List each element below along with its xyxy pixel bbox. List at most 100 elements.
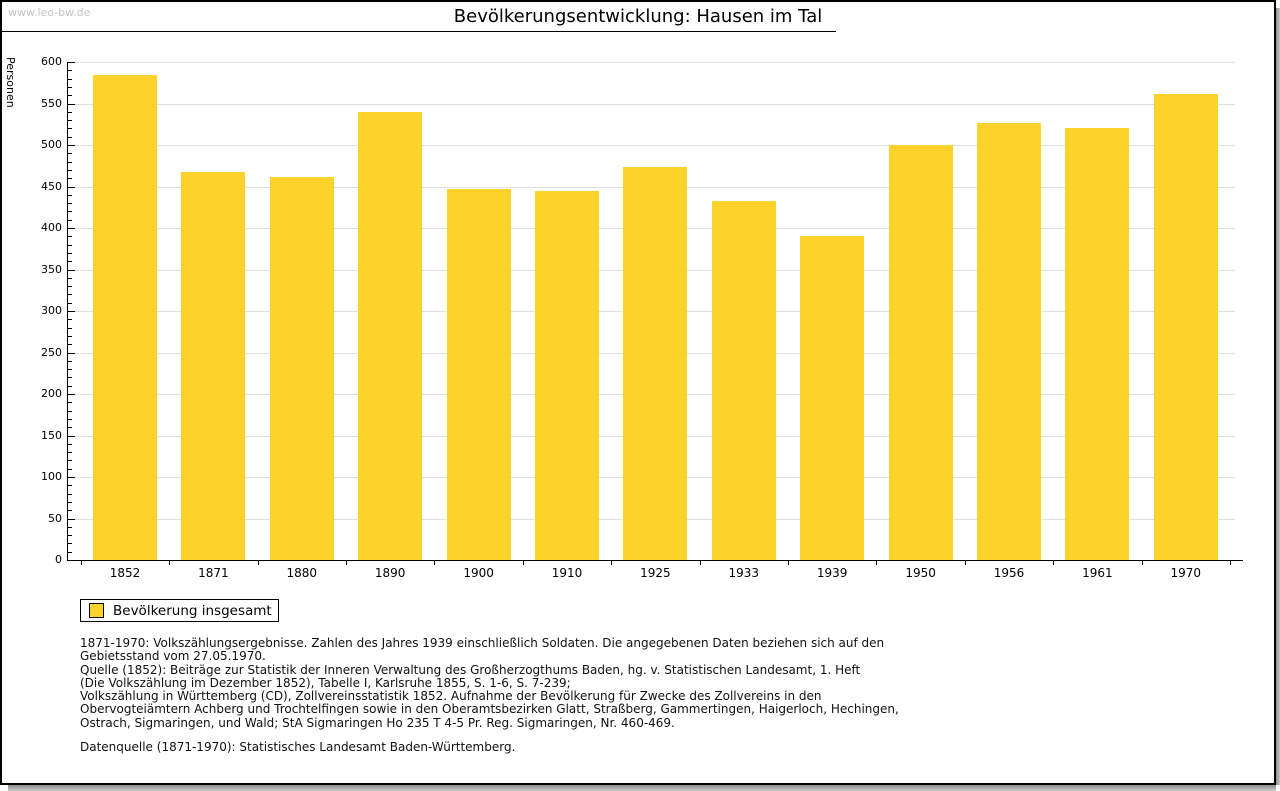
y-tick bbox=[68, 169, 72, 171]
y-tick bbox=[68, 277, 72, 279]
y-tick bbox=[68, 518, 75, 520]
legend-swatch bbox=[89, 603, 104, 618]
y-tick bbox=[68, 435, 75, 437]
y-tick bbox=[68, 103, 75, 105]
y-tick bbox=[68, 145, 75, 146]
y-tick bbox=[68, 203, 72, 205]
bar bbox=[269, 176, 334, 560]
watermark-url: www.leo-bw.de bbox=[8, 6, 91, 19]
footnote-line: Gebietsstand vom 27.05.1970. bbox=[80, 649, 266, 664]
y-tick bbox=[68, 418, 72, 420]
bar bbox=[888, 145, 953, 560]
x-tick-label: 1890 bbox=[374, 566, 406, 580]
legend-label: Bevölkerung insgesamt bbox=[113, 602, 272, 619]
y-tick bbox=[68, 344, 72, 346]
y-tick bbox=[68, 219, 72, 221]
y-tick bbox=[68, 261, 72, 263]
y-tick bbox=[68, 70, 72, 72]
footnote-line: Ostrach, Sigmaringen, und Wald; StA Sigm… bbox=[80, 715, 675, 730]
y-tick bbox=[68, 385, 72, 387]
y-tick bbox=[68, 510, 72, 512]
y-tick bbox=[68, 360, 72, 362]
y-tick-label: 50 bbox=[48, 511, 62, 525]
y-tick bbox=[68, 161, 72, 163]
y-tick bbox=[68, 477, 75, 478]
y-tick bbox=[68, 410, 72, 412]
y-tick bbox=[68, 211, 72, 213]
y-tick-label: 200 bbox=[41, 387, 62, 400]
y-tick-label: 300 bbox=[41, 304, 62, 317]
y-axis-label: Personen bbox=[4, 57, 17, 108]
x-tick bbox=[80, 560, 82, 565]
y-tick bbox=[68, 311, 75, 312]
x-tick bbox=[1230, 560, 1231, 565]
x-tick-label: 1970 bbox=[1170, 566, 1202, 580]
footnotes: 1871-1970: Volkszählungsergebnisse. Zahl… bbox=[80, 636, 899, 730]
y-tick bbox=[68, 443, 72, 445]
y-tick bbox=[68, 468, 72, 470]
page-title: Bevölkerungsentwicklung: Hausen im Tal bbox=[453, 6, 823, 27]
x-tick bbox=[346, 560, 347, 565]
window-shadow-right bbox=[1276, 8, 1280, 785]
y-tick bbox=[68, 153, 72, 155]
x-tick bbox=[788, 560, 789, 565]
bar bbox=[977, 123, 1041, 560]
y-tick bbox=[68, 551, 72, 553]
x-tick-label: 1900 bbox=[463, 566, 494, 580]
y-tick bbox=[68, 452, 72, 454]
gridline bbox=[68, 103, 1235, 105]
footnote-line: Obervogteiämtern Achberg und Trochtelfin… bbox=[80, 702, 899, 717]
y-tick bbox=[68, 111, 72, 113]
footnote-line: 1871-1970: Volkszählungsergebnisse. Zahl… bbox=[80, 636, 885, 650]
y-tick-label: 150 bbox=[41, 428, 62, 442]
y-tick bbox=[68, 460, 72, 462]
bar bbox=[1065, 127, 1130, 560]
y-tick bbox=[68, 501, 72, 503]
y-tick bbox=[68, 95, 72, 97]
y-tick bbox=[68, 120, 72, 122]
y-tick-label: 0 bbox=[55, 553, 62, 566]
legend: Bevölkerung insgesamt bbox=[80, 599, 279, 622]
bar bbox=[446, 188, 511, 560]
bar bbox=[358, 111, 423, 560]
y-tick-label: 550 bbox=[41, 96, 62, 110]
y-tick-label: 400 bbox=[41, 221, 62, 234]
bar bbox=[535, 191, 599, 560]
x-axis-line bbox=[67, 560, 1243, 561]
x-tick bbox=[876, 560, 878, 565]
x-tick bbox=[257, 560, 259, 565]
y-axis-line bbox=[67, 62, 68, 561]
window-shadow-bottom bbox=[8, 785, 1276, 791]
x-tick bbox=[522, 560, 524, 565]
y-tick bbox=[68, 194, 72, 196]
y-tick bbox=[68, 402, 72, 404]
y-tick bbox=[68, 244, 72, 246]
gridline bbox=[68, 62, 1235, 63]
y-tick bbox=[68, 286, 72, 288]
x-tick bbox=[611, 560, 613, 565]
y-tick bbox=[68, 369, 72, 371]
x-tick-label: 1939 bbox=[816, 566, 848, 580]
y-tick-label: 600 bbox=[41, 55, 62, 68]
header-divider bbox=[0, 31, 836, 32]
y-tick bbox=[68, 128, 72, 130]
y-tick bbox=[68, 377, 72, 379]
x-tick bbox=[1053, 560, 1055, 565]
x-tick bbox=[169, 560, 171, 565]
y-tick-label: 350 bbox=[41, 262, 62, 276]
y-tick bbox=[68, 485, 72, 487]
x-tick bbox=[964, 560, 966, 565]
bar bbox=[93, 75, 157, 560]
y-tick bbox=[68, 526, 72, 528]
y-tick bbox=[68, 543, 72, 545]
footnote-line: Quelle (1852): Beiträge zur Statistik de… bbox=[80, 662, 861, 677]
x-tick-label: 1871 bbox=[198, 566, 229, 580]
x-tick-label: 1950 bbox=[905, 566, 936, 580]
y-tick bbox=[68, 427, 72, 429]
y-tick-label: 450 bbox=[41, 179, 62, 193]
bar bbox=[623, 167, 688, 560]
y-tick bbox=[68, 493, 72, 495]
x-tick-label: 1961 bbox=[1082, 566, 1113, 580]
